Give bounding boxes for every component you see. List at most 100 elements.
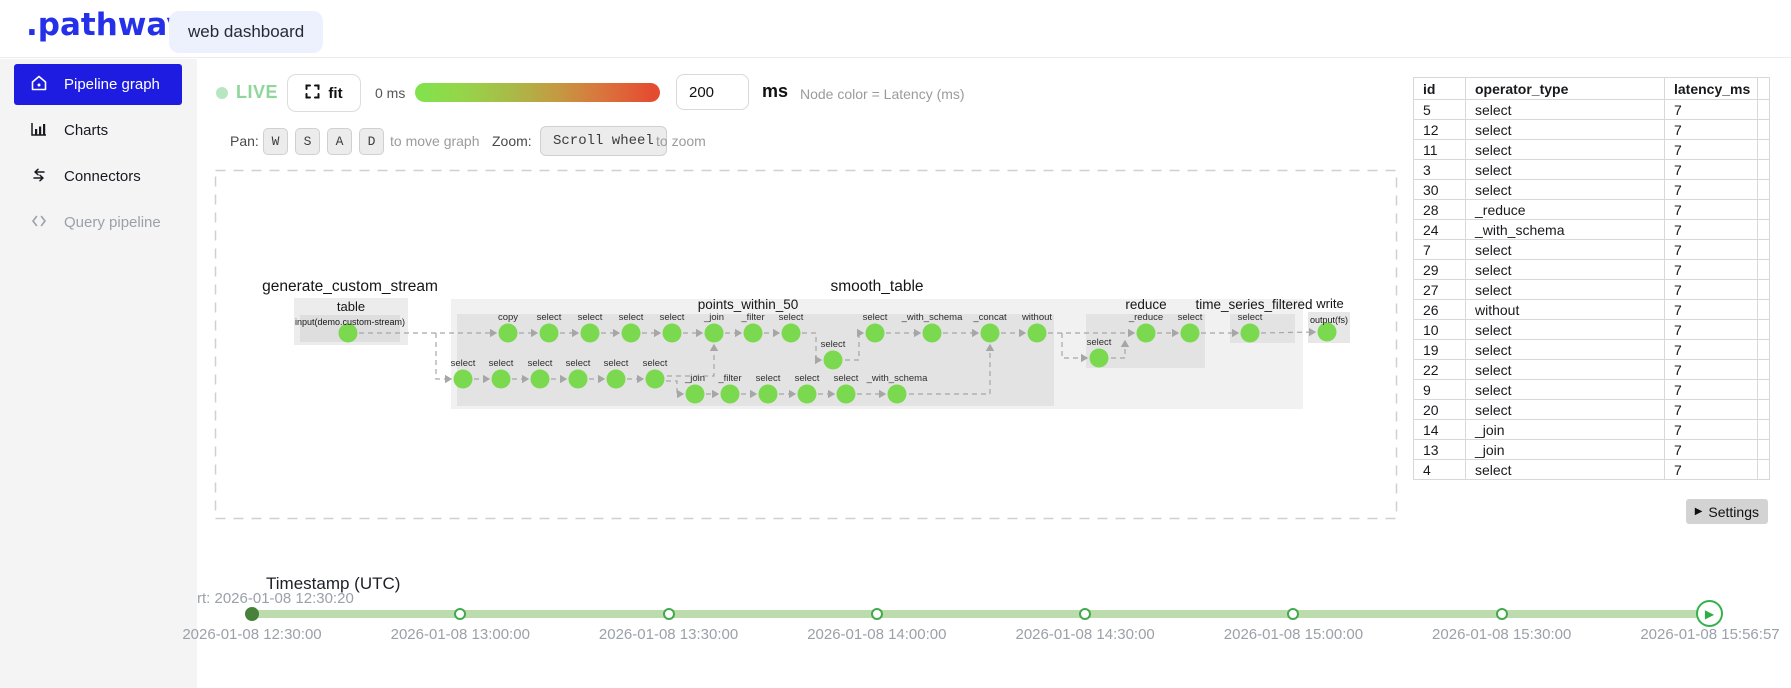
- table-cell: select: [1465, 379, 1665, 400]
- timeline-tick-marker[interactable]: [662, 608, 675, 620]
- graph-node[interactable]: [720, 384, 740, 404]
- timeline-bar[interactable]: [245, 610, 1717, 618]
- graph-node-label: select: [537, 312, 562, 323]
- table-cell: select: [1465, 99, 1665, 120]
- graph-node[interactable]: [530, 369, 550, 389]
- graph-node[interactable]: [662, 323, 682, 343]
- graph-edge: [435, 333, 453, 384]
- table-cell: 7: [1664, 239, 1758, 260]
- graph-node[interactable]: [645, 369, 665, 389]
- graph-node[interactable]: [580, 323, 600, 343]
- node-color-legend-note: Node color = Latency (ms): [800, 86, 965, 102]
- table-cell: 3: [1413, 159, 1466, 180]
- timeline-tick-label: 2026-01-08 13:00:00: [390, 626, 530, 643]
- table-cell: [1757, 439, 1770, 460]
- fit-button[interactable]: fit: [287, 74, 361, 112]
- settings-button-label: Settings: [1708, 503, 1759, 520]
- graph-node[interactable]: [685, 384, 705, 404]
- pan-label: Pan:: [230, 133, 259, 149]
- settings-button[interactable]: ▶ Settings: [1685, 499, 1768, 524]
- graph-node[interactable]: [758, 384, 778, 404]
- bar-chart-icon: [30, 120, 48, 142]
- graph-node[interactable]: [1027, 323, 1047, 343]
- graph-node-label: select: [619, 312, 644, 323]
- graph-node[interactable]: [743, 323, 763, 343]
- graph-node-label: _join: [703, 312, 724, 323]
- timeline-tick-label: 2026-01-08 13:30:00: [598, 626, 739, 643]
- graph-node[interactable]: [491, 369, 511, 389]
- timeline-tick-marker[interactable]: [1495, 608, 1508, 620]
- graph-node[interactable]: [887, 384, 907, 404]
- sidebar-item-label: Query pipeline: [64, 214, 161, 231]
- graph-node[interactable]: [621, 323, 641, 343]
- graph-node[interactable]: [823, 350, 843, 370]
- graph-node[interactable]: [704, 323, 724, 343]
- fit-corners-icon: [305, 84, 320, 103]
- table-cell: select: [1465, 359, 1665, 380]
- table-cell: 7: [1664, 119, 1758, 140]
- graph-node[interactable]: [781, 323, 801, 343]
- table-cell: 7: [1664, 159, 1758, 180]
- graph-node[interactable]: [338, 323, 358, 343]
- table-cell: 11: [1413, 139, 1466, 160]
- table-cell: _join: [1465, 439, 1665, 460]
- table-cell: 7: [1664, 459, 1758, 480]
- graph-node[interactable]: [498, 323, 518, 343]
- graph-node[interactable]: [1317, 322, 1337, 342]
- graph-node[interactable]: [797, 384, 817, 404]
- timeline-tick-marker[interactable]: [1287, 608, 1300, 620]
- sidebar-item-charts[interactable]: Charts: [14, 110, 182, 151]
- timeline-start-label: rt: 2026-01-08 12:30:20: [197, 590, 354, 607]
- graph-group-label: generate_custom_stream: [262, 278, 438, 295]
- table-cell: 29: [1413, 259, 1466, 280]
- table-cell: 9: [1413, 379, 1466, 400]
- table-cell: [1757, 359, 1770, 380]
- timeline-tick-marker[interactable]: [1079, 608, 1092, 620]
- graph-node[interactable]: [539, 323, 559, 343]
- graph-node[interactable]: [922, 323, 942, 343]
- graph-edge: [802, 332, 823, 365]
- table-cell: select: [1465, 459, 1665, 480]
- graph-node[interactable]: [980, 323, 1000, 343]
- pipeline-graph-canvas[interactable]: copy select select select select _join _filter…: [214, 169, 1398, 520]
- sidebar-item-pipeline-graph[interactable]: Pipeline graph: [14, 64, 182, 105]
- table-cell: [1757, 319, 1770, 340]
- graph-node[interactable]: [865, 323, 885, 343]
- table-cell: [1757, 279, 1770, 300]
- sidebar-item-query-pipeline[interactable]: Query pipeline: [14, 202, 182, 243]
- pan-hint: to move graph: [390, 133, 480, 149]
- graph-node[interactable]: [1240, 323, 1260, 343]
- home-icon: [30, 74, 48, 96]
- timeline-start-marker[interactable]: [245, 607, 259, 621]
- table-row: 26 without 7: [1413, 299, 1770, 320]
- sidebar-item-connectors[interactable]: Connectors: [14, 156, 182, 197]
- graph-group-label: time_series_filtered: [1195, 297, 1312, 312]
- graph-node-label: select: [863, 312, 888, 323]
- graph-node[interactable]: [1180, 323, 1200, 343]
- table-cell: select: [1465, 159, 1665, 180]
- graph-node-label: select: [578, 312, 603, 323]
- graph-node[interactable]: [1089, 348, 1109, 368]
- table-cell: 12: [1413, 119, 1466, 140]
- graph-node[interactable]: [1136, 323, 1156, 343]
- table-cell: 7: [1664, 419, 1758, 440]
- timeline-tick-label: 2026-01-08 15:56:57: [1640, 626, 1780, 643]
- table-cell: _join: [1465, 419, 1665, 440]
- table-cell: 7: [1664, 99, 1758, 120]
- graph-node[interactable]: [836, 384, 856, 404]
- graph-node-label: without: [1021, 312, 1052, 323]
- table-cell: [1757, 179, 1770, 200]
- graph-node[interactable]: [568, 369, 588, 389]
- timeline-tick-marker[interactable]: [454, 608, 467, 620]
- timeline-play-button[interactable]: ▶: [1696, 600, 1723, 627]
- graph-node[interactable]: [606, 369, 626, 389]
- table-cell: [1757, 159, 1770, 180]
- fit-button-label: fit: [328, 84, 343, 102]
- graph-group-label: reduce: [1125, 297, 1166, 312]
- timeline-tick-marker[interactable]: [870, 608, 883, 620]
- graph-node[interactable]: [453, 369, 473, 389]
- table-cell: 7: [1664, 439, 1758, 460]
- table-cell: 7: [1664, 199, 1758, 220]
- graph-group-label: smooth_table: [830, 278, 923, 295]
- latency-threshold-input[interactable]: [676, 74, 749, 110]
